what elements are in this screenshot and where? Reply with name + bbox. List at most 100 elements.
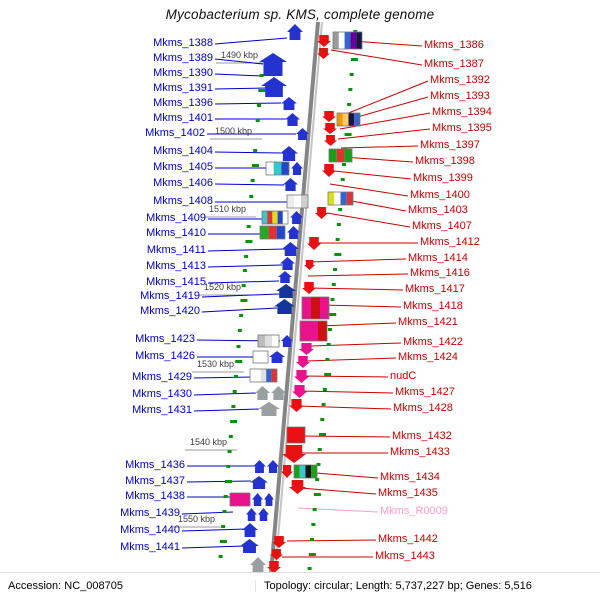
gene-segment[interactable] xyxy=(277,211,283,224)
gene-arrow-forward[interactable] xyxy=(287,24,303,40)
gene-label-left[interactable]: Mkms_1405 xyxy=(153,161,213,173)
gene-arrow-forward[interactable] xyxy=(258,402,280,416)
gene-segment[interactable] xyxy=(354,113,360,126)
gene-arrow-forward[interactable] xyxy=(250,557,266,573)
gene-arrow-forward[interactable] xyxy=(283,178,298,191)
gene-label-right[interactable]: Mkms_1412 xyxy=(420,236,480,248)
gene-segment[interactable] xyxy=(305,465,312,478)
gene-arrow-forward[interactable] xyxy=(269,351,285,363)
gene-segment[interactable] xyxy=(265,335,272,347)
gene-segment[interactable] xyxy=(281,162,289,175)
gene-arrow-forward[interactable] xyxy=(246,508,257,521)
gene-segment[interactable] xyxy=(287,427,305,443)
gene-arrow-forward[interactable] xyxy=(280,257,295,270)
gene-arrow-forward[interactable] xyxy=(296,128,309,140)
gene-arrow-forward[interactable] xyxy=(240,539,259,553)
gene-label-right[interactable]: Mkms_1427 xyxy=(395,386,455,398)
gene-segment[interactable] xyxy=(342,113,349,126)
gene-label-right[interactable]: Mkms_1400 xyxy=(410,189,470,201)
gene-label-right[interactable]: Mkms_1428 xyxy=(393,402,453,414)
gene-arrow-reverse[interactable] xyxy=(302,282,316,294)
gene-arrow-reverse[interactable] xyxy=(294,370,309,383)
gene-arrow-forward[interactable] xyxy=(271,386,286,400)
gene-segment[interactable] xyxy=(262,211,268,224)
gene-arrow-reverse[interactable] xyxy=(317,48,330,59)
gene-arrow-forward[interactable] xyxy=(264,493,274,506)
gene-label-right[interactable]: Mkms_1417 xyxy=(405,283,465,295)
gene-label-left[interactable]: Mkms_1390 xyxy=(153,67,213,79)
gene-label-left[interactable]: Mkms_1389 xyxy=(153,52,213,64)
gene-label-right[interactable]: Mkms_1435 xyxy=(378,487,438,499)
gene-segment[interactable] xyxy=(271,369,277,382)
gene-segment[interactable] xyxy=(340,192,347,205)
gene-segment[interactable] xyxy=(309,321,318,341)
gene-label-right[interactable]: Mkms_1407 xyxy=(412,220,472,232)
gene-label-right[interactable]: Mkms_1442 xyxy=(378,533,438,545)
gene-arrow-forward[interactable] xyxy=(242,523,258,537)
gene-arrow-reverse[interactable] xyxy=(289,399,304,412)
gene-label-left[interactable]: Mkms_1440 xyxy=(120,524,180,536)
gene-arrow-reverse[interactable] xyxy=(324,135,337,146)
gene-segment[interactable] xyxy=(311,465,317,478)
gene-label-left[interactable]: Mkms_1429 xyxy=(132,371,192,383)
gene-label-left[interactable]: Mkms_1437 xyxy=(125,475,185,487)
gene-label-left[interactable]: Mkms_1439 xyxy=(120,507,180,519)
gene-arrow-forward[interactable] xyxy=(255,386,270,400)
gene-label-right[interactable]: Mkms_1403 xyxy=(408,204,468,216)
gene-label-right[interactable]: Mkms_1416 xyxy=(410,267,470,279)
gene-segment[interactable] xyxy=(311,297,320,319)
gene-label-right[interactable]: Mkms_1394 xyxy=(432,106,492,118)
gene-arrow-forward[interactable] xyxy=(282,242,299,256)
gene-arrow-forward[interactable] xyxy=(253,460,266,473)
gene-arrow-reverse[interactable] xyxy=(299,343,314,355)
gene-label-left[interactable]: Mkms_1415 xyxy=(146,276,206,288)
gene-segment[interactable] xyxy=(294,195,301,208)
gene-arrow-reverse[interactable] xyxy=(317,35,331,47)
gene-label-right[interactable]: Mkms_1414 xyxy=(408,252,468,264)
gene-segment[interactable] xyxy=(267,211,273,224)
gene-label-right[interactable]: Mkms_1443 xyxy=(375,550,435,562)
gene-arrow-forward[interactable] xyxy=(261,77,287,97)
gene-label-left[interactable]: Mkms_1410 xyxy=(146,227,206,239)
gene-segment[interactable] xyxy=(356,32,362,49)
gene-segment[interactable] xyxy=(266,369,272,382)
gene-label-left[interactable]: Mkms_1426 xyxy=(135,350,195,362)
gene-segment[interactable] xyxy=(302,297,311,319)
gene-arrow-reverse[interactable] xyxy=(289,480,306,494)
gene-arrow-forward[interactable] xyxy=(252,493,263,506)
gene-arrow-forward[interactable] xyxy=(258,508,269,521)
gene-segment[interactable] xyxy=(344,32,351,49)
gene-segment[interactable] xyxy=(260,226,269,239)
gene-label-left[interactable]: Mkms_1431 xyxy=(132,404,192,416)
gene-arrow-reverse[interactable] xyxy=(322,111,336,122)
gene-arrow-forward[interactable] xyxy=(250,476,268,489)
gene-segment[interactable] xyxy=(301,195,308,208)
gene-arrow-forward[interactable] xyxy=(281,97,297,110)
gene-label-right[interactable]: Mkms_1392 xyxy=(430,74,490,86)
gene-label-left[interactable]: Mkms_1423 xyxy=(135,333,195,345)
gene-label-left[interactable]: Mkms_1430 xyxy=(132,388,192,400)
gene-segment[interactable] xyxy=(273,162,282,175)
gene-label-left[interactable]: Mkms_1420 xyxy=(140,305,200,317)
gene-segment[interactable] xyxy=(272,335,279,347)
gene-label-right[interactable]: Mkms_1434 xyxy=(380,471,440,483)
gene-label-right[interactable]: Mkms_1399 xyxy=(413,172,473,184)
gene-label-right[interactable]: Mkms_1433 xyxy=(390,446,450,458)
gene-arrow-reverse[interactable] xyxy=(315,207,328,219)
gene-label-right[interactable]: Mkms_1418 xyxy=(403,300,463,312)
gene-arrow-forward[interactable] xyxy=(287,226,300,239)
gene-label-left[interactable]: Mkms_1401 xyxy=(153,112,213,124)
gene-arrow-forward[interactable] xyxy=(281,335,293,347)
gene-label-left[interactable]: Mkms_1402 xyxy=(145,127,205,139)
gene-arrow-reverse[interactable] xyxy=(323,123,337,134)
gene-segment[interactable] xyxy=(337,113,343,126)
gene-segment[interactable] xyxy=(350,32,357,49)
gene-segment[interactable] xyxy=(268,226,277,239)
gene-segment[interactable] xyxy=(338,32,345,49)
gene-label-right[interactable]: Mkms_1398 xyxy=(415,155,475,167)
gene-label-right[interactable]: Mkms_R0009 xyxy=(380,505,448,517)
gene-label-right[interactable]: Mkms_1424 xyxy=(398,351,458,363)
gene-label-left[interactable]: Mkms_1404 xyxy=(153,145,213,157)
gene-segment[interactable] xyxy=(266,162,274,175)
gene-label-left[interactable]: Mkms_1391 xyxy=(153,82,213,94)
